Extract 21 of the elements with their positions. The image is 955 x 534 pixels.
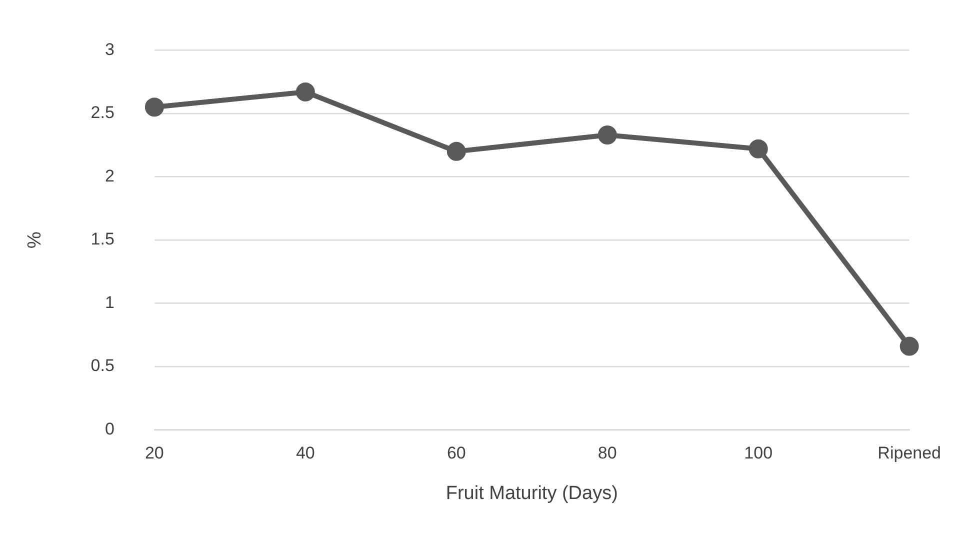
x-axis-title: Fruit Maturity (Days) bbox=[446, 482, 618, 504]
point bbox=[144, 98, 164, 117]
point bbox=[446, 142, 466, 161]
y-tick-label: 1.5 bbox=[90, 230, 114, 249]
y-tick-label: 3 bbox=[104, 40, 114, 59]
point bbox=[748, 139, 768, 158]
point bbox=[296, 82, 315, 102]
y-tick-label: 2 bbox=[104, 166, 114, 186]
y-tick-label: 0.5 bbox=[90, 356, 114, 376]
x-tick-label: 60 bbox=[446, 444, 466, 463]
point bbox=[900, 336, 919, 356]
point bbox=[598, 125, 617, 144]
x-tick-label: 20 bbox=[144, 444, 164, 463]
x-tick-label: Ripened bbox=[878, 444, 941, 463]
y-tick-label: 0 bbox=[104, 419, 114, 438]
x-tick-label: 80 bbox=[598, 444, 617, 463]
y-tick-label: 2.5 bbox=[90, 103, 114, 122]
x-tick-label: 100 bbox=[744, 444, 773, 463]
y-tick-label: 1 bbox=[104, 292, 114, 312]
y-axis-title: % bbox=[24, 231, 46, 248]
x-tick-label: 40 bbox=[296, 444, 315, 463]
